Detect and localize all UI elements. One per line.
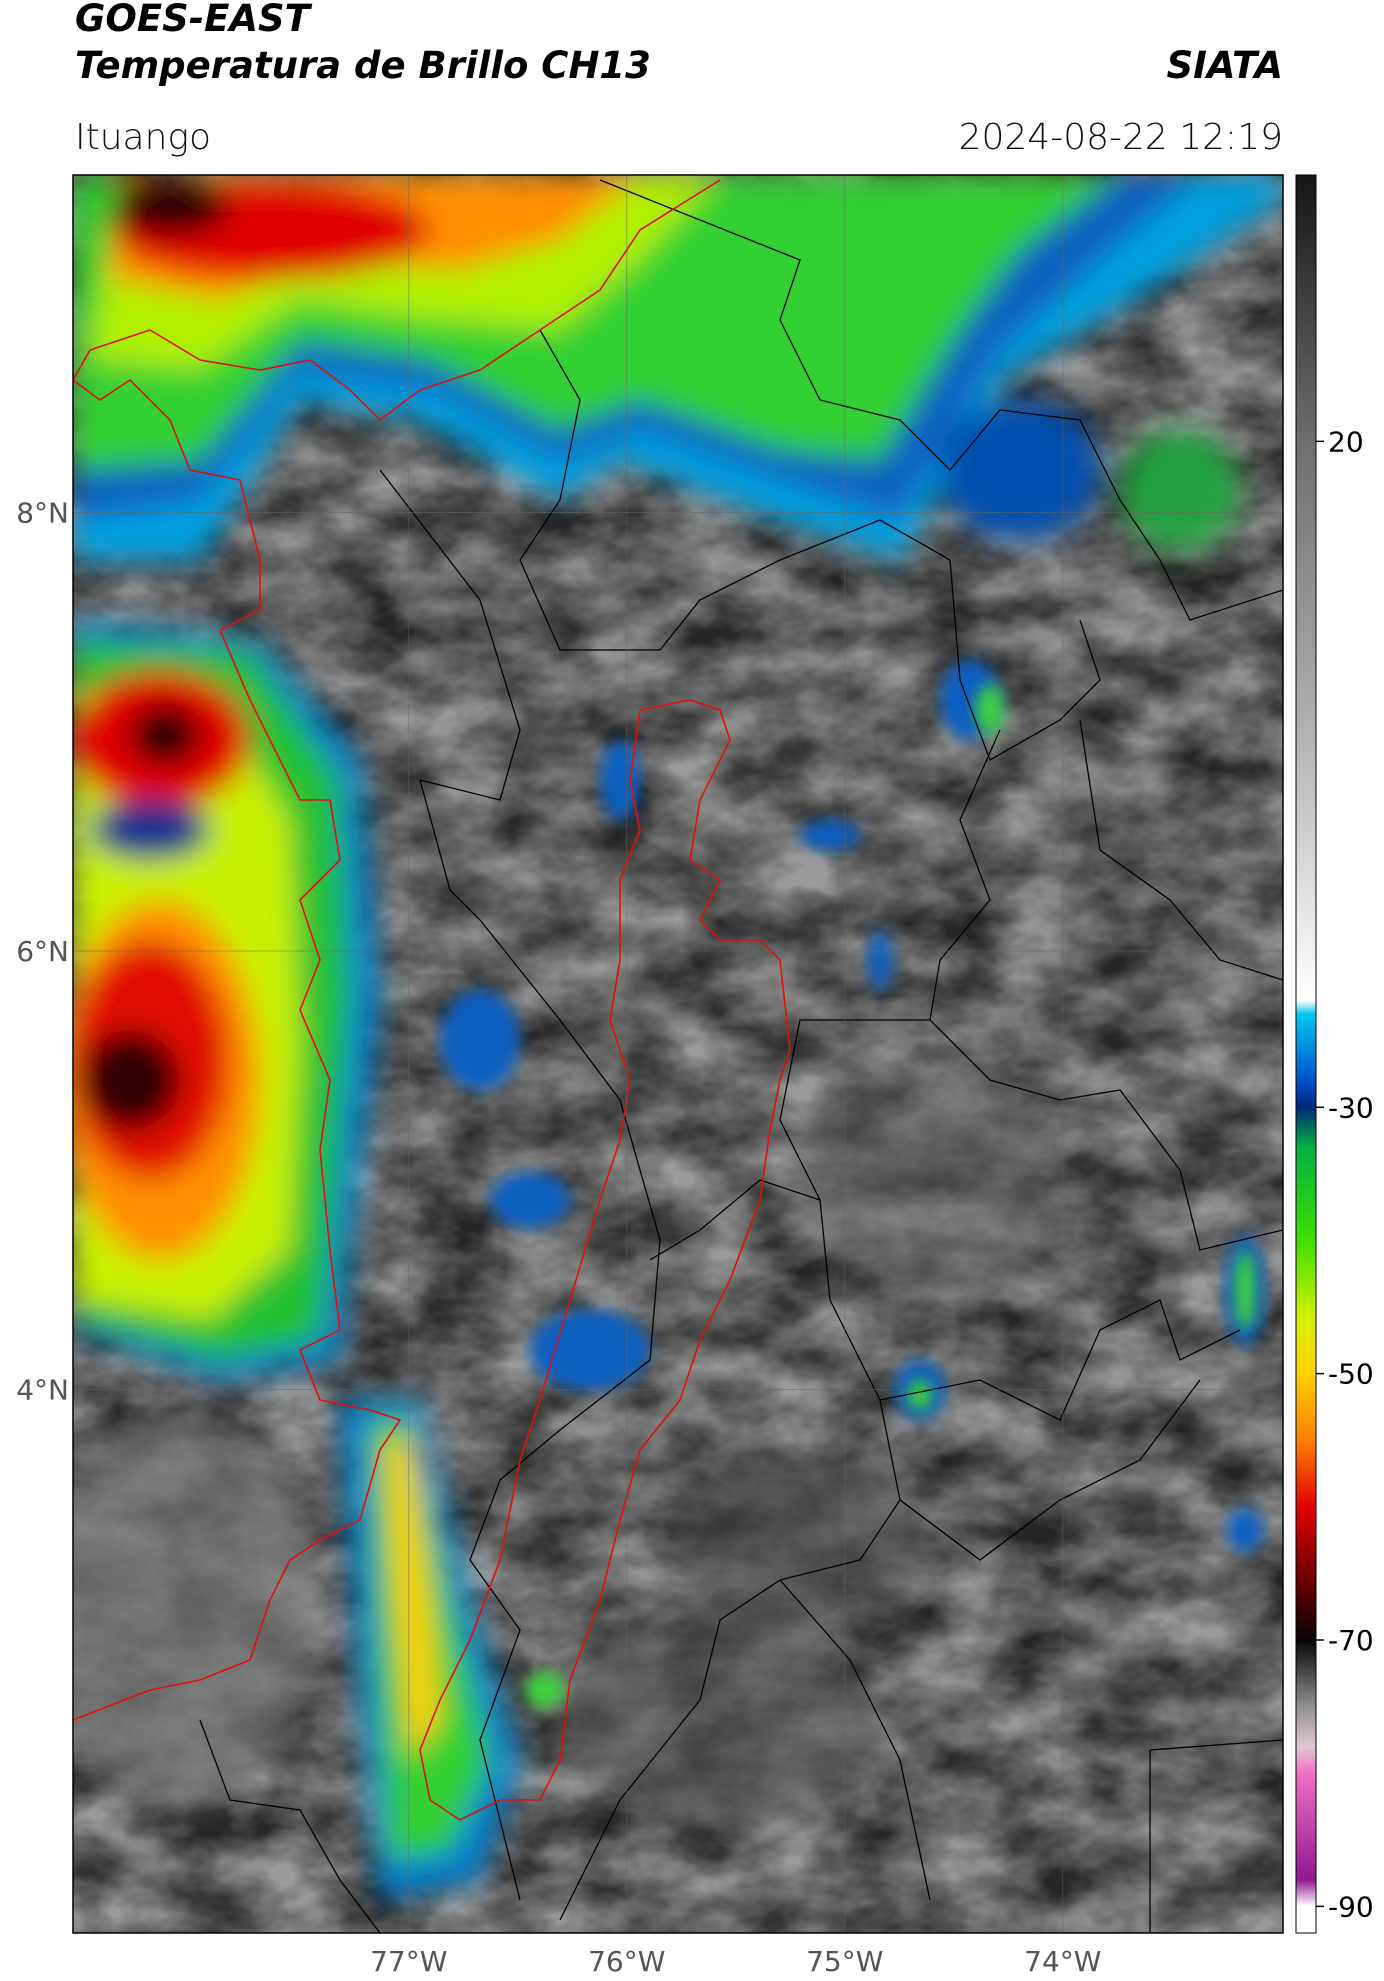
boundaries: [73, 179, 791, 1821]
product: Temperatura de Brillo CH13: [75, 44, 651, 87]
lat-label: 6°N: [16, 935, 69, 968]
imagery: [73, 175, 1283, 1933]
satellite: GOES-EAST: [75, 0, 313, 40]
colorbar-label: -30: [1328, 1091, 1374, 1124]
lat-label: 8°N: [16, 497, 69, 530]
lon-label: 76°W: [588, 1945, 665, 1978]
agency: SIATA: [1166, 44, 1283, 87]
lat-label: 4°N: [16, 1373, 69, 1406]
borders: [199, 179, 1283, 1933]
datetime: 2024-08-22 12:19: [959, 117, 1283, 158]
lon-label: 74°W: [1024, 1945, 1101, 1978]
colorbar-label: -70: [1328, 1624, 1374, 1657]
colorbar-label: 20: [1328, 425, 1364, 458]
location: Ituango: [75, 117, 211, 158]
colorbar-label: -90: [1328, 1890, 1374, 1923]
grid: [73, 175, 1283, 1933]
colorbar-label: -50: [1328, 1358, 1374, 1391]
colorbar: [1295, 174, 1317, 1934]
lon-label: 77°W: [370, 1945, 447, 1978]
map-frame: [72, 174, 1284, 1934]
lon-label: 75°W: [806, 1945, 883, 1978]
